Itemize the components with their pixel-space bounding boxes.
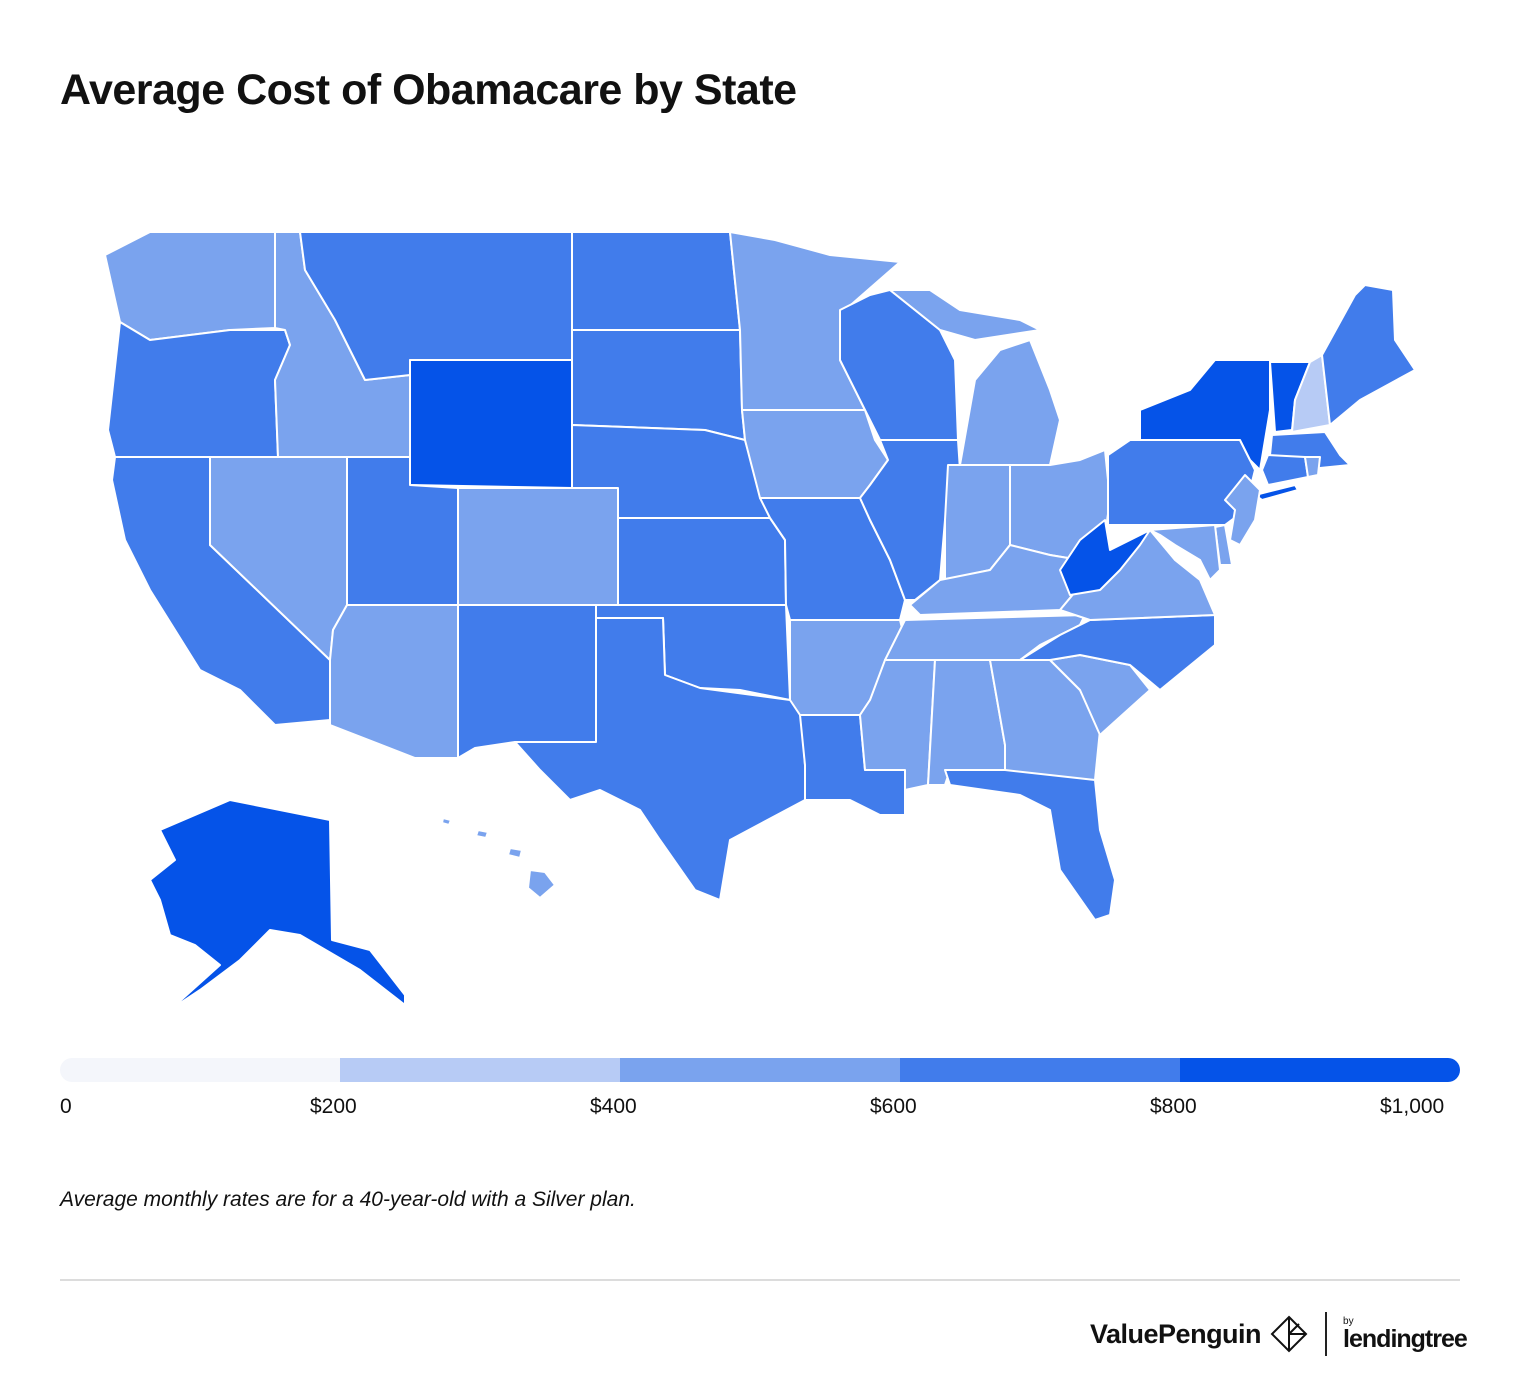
- state-sd: [571, 329, 746, 441]
- state-mi: [889, 289, 1041, 341]
- legend-tick: $200: [310, 1095, 357, 1118]
- state-co: [457, 487, 619, 606]
- brand-logo: ValuePenguin by lendingtree: [1090, 1312, 1468, 1356]
- legend-tick: $800: [1150, 1095, 1197, 1118]
- state-hi: [475, 829, 489, 839]
- divider: [60, 1279, 1460, 1281]
- chart-title: Average Cost of Obamacare by State: [60, 66, 797, 114]
- state-md: [1149, 524, 1221, 581]
- state-or: [107, 321, 291, 458]
- legend-bin-4: [1180, 1058, 1460, 1082]
- state-az: [329, 604, 459, 759]
- color-legend: [60, 1058, 1460, 1082]
- legend-tick: $400: [590, 1095, 637, 1118]
- state-wi: [839, 289, 959, 441]
- state-hi: [527, 869, 556, 899]
- legend-bin-0: [60, 1058, 340, 1082]
- state-pa: [1107, 439, 1256, 526]
- state-hi: [441, 817, 452, 826]
- state-ny: [1254, 484, 1299, 501]
- state-nj: [1224, 474, 1261, 546]
- partner-name: lendingtree: [1343, 1324, 1468, 1353]
- legend-tick: $600: [870, 1095, 917, 1118]
- legend-bin-2: [620, 1058, 900, 1082]
- state-fl: [944, 769, 1116, 921]
- state-tx: [514, 617, 806, 901]
- state-ia: [741, 409, 889, 499]
- state-wa: [104, 231, 276, 341]
- state-nh: [1291, 354, 1331, 433]
- legend-bin-3: [900, 1058, 1180, 1082]
- legend-tick: $1,000: [1380, 1095, 1445, 1118]
- state-ri: [1304, 456, 1321, 478]
- by-label: by: [1343, 1315, 1354, 1327]
- legend-tick: 0: [60, 1095, 72, 1118]
- legend-bin-1: [340, 1058, 620, 1082]
- state-mi: [959, 339, 1061, 466]
- us-choropleth-map: [104, 231, 1416, 1011]
- penguin-diamond-icon: [1270, 1315, 1308, 1353]
- state-me: [1321, 284, 1416, 426]
- state-ny: [1139, 359, 1271, 471]
- state-ak: [149, 799, 406, 1011]
- state-nd: [571, 231, 741, 331]
- state-wv: [1059, 519, 1151, 596]
- state-nm: [457, 604, 597, 759]
- state-wy: [409, 359, 573, 489]
- logo-separator: [1325, 1312, 1328, 1356]
- brand-name: ValuePenguin: [1090, 1318, 1262, 1349]
- state-ct: [1261, 454, 1309, 486]
- state-ks: [617, 517, 787, 606]
- state-nc: [1019, 614, 1216, 691]
- state-hi: [507, 847, 523, 859]
- footnote: Average monthly rates are for a 40-year-…: [60, 1188, 636, 1211]
